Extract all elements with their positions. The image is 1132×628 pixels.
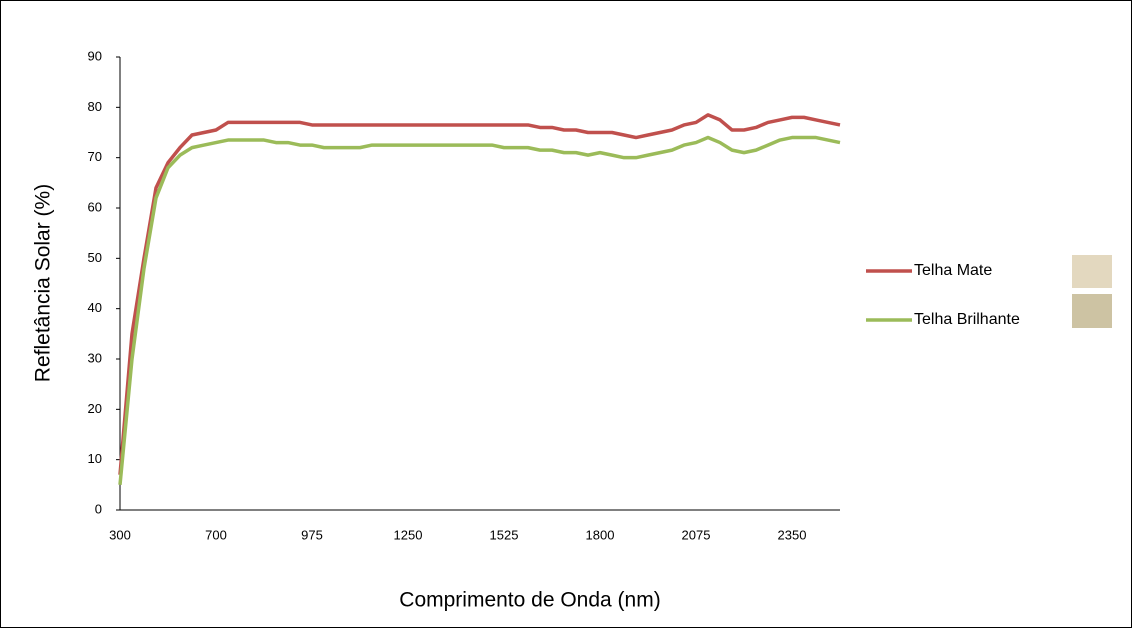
y-tick-label: 80 (88, 99, 102, 114)
y-tick-label: 40 (88, 300, 102, 315)
x-tick-label: 700 (205, 527, 227, 542)
legend-label: Telha Brilhante (914, 311, 1020, 328)
y-axis-title: Refletância Solar (%) (32, 184, 55, 382)
x-tick-label: 2350 (778, 527, 807, 542)
line (118, 135, 841, 485)
y-tick-label: 10 (88, 451, 102, 466)
x-tick-label: 1800 (586, 527, 615, 542)
y-tick-label: 60 (88, 199, 102, 214)
y-tick-label: 70 (88, 149, 102, 164)
y-tick-label: 0 (95, 501, 102, 516)
x-tick-label: 1525 (490, 527, 519, 542)
legend-swatch (1072, 255, 1112, 288)
x-tick-label: 2075 (682, 527, 711, 542)
y-tick-label: 90 (88, 48, 102, 63)
x-tick-label: 1250 (394, 527, 423, 542)
y-tick-label: 50 (88, 250, 102, 265)
y-tick-label: 20 (88, 401, 102, 416)
x-tick-label: 300 (109, 527, 131, 542)
x-axis-title: Comprimento de Onda (nm) (399, 589, 660, 612)
legend-swatch (1072, 294, 1112, 328)
x-tick-label: 975 (301, 527, 323, 542)
line (118, 113, 841, 475)
y-tick-label: 30 (88, 350, 102, 365)
legend-label: Telha Mate (914, 262, 992, 279)
